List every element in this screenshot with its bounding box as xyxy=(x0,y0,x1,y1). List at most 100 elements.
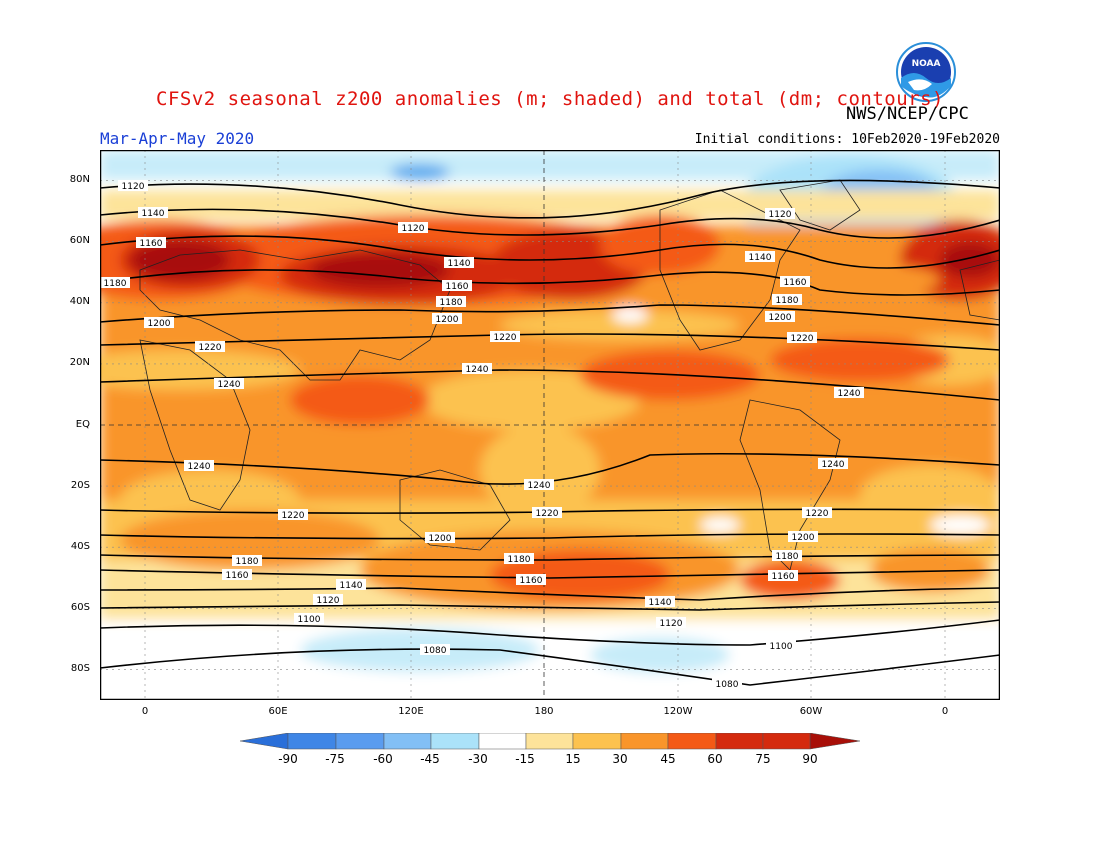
colorbar-label: -60 xyxy=(373,752,393,766)
svg-text:1240: 1240 xyxy=(218,380,241,390)
lon-label-0: 0 xyxy=(141,706,149,717)
svg-text:1160: 1160 xyxy=(772,572,795,582)
contour-label-1200: 1200 xyxy=(432,313,462,325)
svg-text:1240: 1240 xyxy=(838,389,861,399)
contour-label-1240: 1240 xyxy=(462,363,492,375)
svg-text:1180: 1180 xyxy=(236,557,259,567)
contour-label-1180: 1180 xyxy=(772,550,802,562)
lon-label-60e: 60E xyxy=(268,706,288,717)
colorbar-cell-13 xyxy=(762,733,811,750)
anomaly-map: 1120 1140 1160 1180 1200 1220 1240 1120 … xyxy=(100,150,1000,700)
svg-text:1100: 1100 xyxy=(770,642,793,652)
contour-label-1200: 1200 xyxy=(425,532,455,544)
lat-label-20n: 20N xyxy=(69,357,90,368)
svg-text:1120: 1120 xyxy=(402,224,425,234)
contour-label-1080: 1080 xyxy=(712,678,742,690)
contour-label-1180: 1180 xyxy=(504,553,534,565)
contour-label-1240: 1240 xyxy=(184,460,214,472)
contour-label-1120: 1120 xyxy=(656,617,686,629)
colorbar-label: -45 xyxy=(420,752,440,766)
contour-label-1220: 1220 xyxy=(195,341,225,353)
colorbar-label: -90 xyxy=(278,752,298,766)
map-title: CFSv2 seasonal z200 anomalies (m; shaded… xyxy=(156,88,944,110)
lon-label-60w: 60W xyxy=(799,706,823,717)
colorbar-label: -75 xyxy=(325,752,345,766)
contour-label-1240: 1240 xyxy=(524,479,554,491)
contour-label-1240: 1240 xyxy=(834,387,864,399)
contour-label-1140: 1140 xyxy=(138,207,168,219)
svg-text:1160: 1160 xyxy=(446,282,469,292)
colorbar-cell-12 xyxy=(809,733,860,750)
colorbar-cell-9 xyxy=(667,733,717,750)
lon-label-180: 180 xyxy=(534,706,554,717)
svg-text:1100: 1100 xyxy=(298,615,321,625)
lat-label-60n: 60N xyxy=(69,235,90,246)
noaa-logo: NOAA xyxy=(896,42,956,102)
contour-label-1160: 1160 xyxy=(768,570,798,582)
contour-label-1220: 1220 xyxy=(490,331,520,343)
svg-text:1220: 1220 xyxy=(791,334,814,344)
svg-text:1200: 1200 xyxy=(769,313,792,323)
lat-label-20s: 20S xyxy=(70,480,90,491)
svg-text:1240: 1240 xyxy=(822,460,845,470)
colorbar-label: 45 xyxy=(660,752,676,766)
contour-labels: 1120 1140 1160 1180 1200 1220 1240 1120 … xyxy=(100,180,864,690)
colorbar-cell-8 xyxy=(620,733,669,750)
colorbar-cell-1 xyxy=(287,733,337,750)
svg-text:1140: 1140 xyxy=(649,598,672,608)
svg-text:1140: 1140 xyxy=(749,253,772,263)
colorbar-cell-2 xyxy=(335,733,385,750)
contour-label-1080: 1080 xyxy=(420,644,450,656)
contour-label-1180: 1180 xyxy=(232,555,262,567)
colorbar-label: 90 xyxy=(802,752,818,766)
svg-text:1120: 1120 xyxy=(122,182,145,192)
contour-label-1120: 1120 xyxy=(313,594,343,606)
svg-text:1200: 1200 xyxy=(792,533,815,543)
lon-label-0-east: 0 xyxy=(941,706,949,717)
contour-label-1180: 1180 xyxy=(772,294,802,306)
svg-text:1220: 1220 xyxy=(282,511,305,521)
svg-text:1180: 1180 xyxy=(440,298,463,308)
lat-label-80s: 80S xyxy=(70,663,90,674)
lon-label-120e: 120E xyxy=(398,706,424,717)
svg-text:1140: 1140 xyxy=(448,259,471,269)
svg-text:1180: 1180 xyxy=(508,555,531,565)
contour-label-1120: 1120 xyxy=(118,180,148,192)
colorbar-label: -15 xyxy=(515,752,535,766)
contour-label-1140: 1140 xyxy=(336,579,366,591)
svg-text:1220: 1220 xyxy=(806,509,829,519)
svg-text:1160: 1160 xyxy=(226,571,249,581)
svg-text:1240: 1240 xyxy=(188,462,211,472)
contour-label-1120: 1120 xyxy=(398,222,428,234)
contour-label-1220: 1220 xyxy=(278,509,308,521)
contour-label-1220: 1220 xyxy=(787,332,817,344)
contour-label-1140: 1140 xyxy=(745,251,775,263)
season-label: Mar-Apr-May 2020 xyxy=(100,129,255,148)
contour-label-1160: 1160 xyxy=(516,574,546,586)
lat-label-40n: 40N xyxy=(69,296,90,307)
lat-label-60s: 60S xyxy=(70,602,90,613)
svg-text:1080: 1080 xyxy=(424,646,447,656)
contour-label-1200: 1200 xyxy=(765,311,795,323)
contour-label-1220: 1220 xyxy=(802,507,832,519)
contour-label-1240: 1240 xyxy=(818,458,848,470)
svg-text:1080: 1080 xyxy=(716,680,739,690)
colorbar-label: 60 xyxy=(707,752,723,766)
svg-text:1240: 1240 xyxy=(528,481,551,491)
lon-label-120w: 120W xyxy=(663,706,693,717)
svg-text:1120: 1120 xyxy=(660,619,683,629)
colorbar-cell-5 xyxy=(478,733,527,750)
svg-text:1160: 1160 xyxy=(520,576,543,586)
contour-label-1140: 1140 xyxy=(645,596,675,608)
agency-label: NWS/NCEP/CPC xyxy=(846,104,969,124)
colorbar-label: 30 xyxy=(612,752,628,766)
contour-label-1240: 1240 xyxy=(214,378,244,390)
contour-label-1160: 1160 xyxy=(222,569,252,581)
svg-text:1180: 1180 xyxy=(776,296,799,306)
lat-label-40s: 40S xyxy=(70,541,90,552)
contour-label-1160: 1160 xyxy=(442,280,472,292)
svg-text:1220: 1220 xyxy=(494,333,517,343)
svg-text:1180: 1180 xyxy=(104,279,127,289)
svg-text:1160: 1160 xyxy=(784,278,807,288)
colorbar-label: -30 xyxy=(468,752,488,766)
